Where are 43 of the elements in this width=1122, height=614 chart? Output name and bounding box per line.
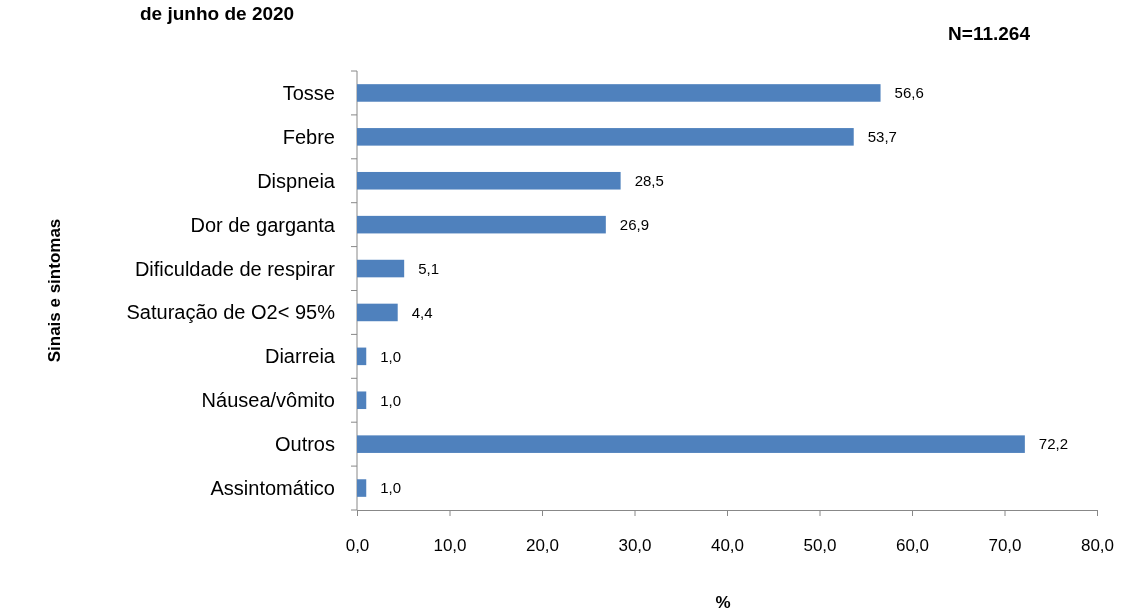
y-tick-label: Saturação de O2< 95%: [126, 301, 336, 324]
bar: [357, 128, 854, 146]
data-label: 4,4: [411, 303, 433, 321]
y-tick-label: Assintomático: [210, 477, 335, 500]
bar: [357, 435, 1025, 453]
x-tick-label: 10,0: [433, 536, 467, 556]
data-label: 1,0: [380, 479, 402, 497]
x-tick-label: 60,0: [895, 536, 930, 556]
data-label: 26,9: [619, 215, 650, 233]
bar: [357, 84, 881, 102]
y-tick-label: Diarreia: [264, 345, 336, 368]
bar: [357, 391, 367, 410]
x-tick-label: 40,0: [710, 536, 745, 556]
x-tick-label: 80,0: [1080, 536, 1115, 556]
x-axis-title: %: [715, 593, 731, 612]
data-label: 1,0: [380, 347, 402, 365]
x-tick-label: 0,0: [345, 536, 370, 556]
text: N=11.264: [948, 23, 1031, 44]
y-axis-title: Sinais e sintomas: [45, 218, 64, 363]
bar: [357, 259, 405, 278]
data-label: 56,6: [894, 84, 924, 102]
y-tick-label: Náusea/vômito: [201, 389, 335, 412]
bar: [357, 171, 621, 190]
bar: [357, 215, 606, 234]
y-tick-label: Dispneia: [257, 169, 336, 192]
data-label: 28,5: [634, 172, 664, 189]
chart-title: de junho de 2020: [140, 3, 295, 24]
y-tick-label: Outros: [274, 433, 335, 456]
bar: [357, 347, 367, 366]
x-tick-label: 30,0: [618, 536, 652, 556]
bar: [357, 479, 367, 497]
y-tick-label: Febre: [282, 125, 335, 148]
bar: [357, 303, 398, 322]
data-label: 1,0: [380, 391, 402, 409]
x-tick-label: 20,0: [525, 536, 560, 556]
y-tick-label: Dificuldade de respirar: [134, 257, 336, 280]
x-tick-label: 50,0: [803, 536, 837, 556]
data-label: 72,2: [1038, 435, 1069, 453]
y-tick-label: Dor de garganta: [190, 213, 336, 236]
data-label: 5,1: [418, 259, 440, 277]
data-label: 53,7: [867, 128, 897, 146]
y-tick-label: Tosse: [282, 81, 335, 104]
x-tick-label: 70,0: [988, 536, 1022, 556]
